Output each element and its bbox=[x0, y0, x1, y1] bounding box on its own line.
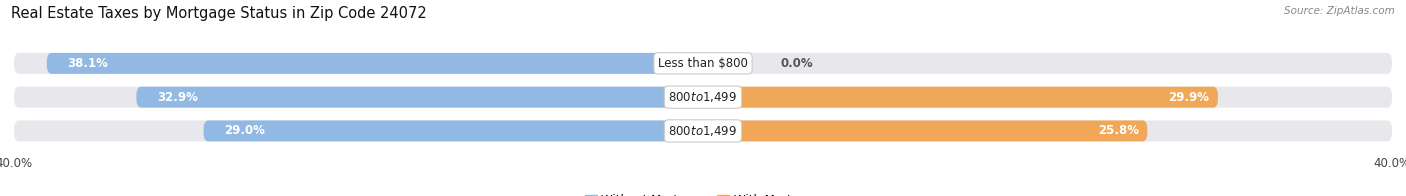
FancyBboxPatch shape bbox=[14, 87, 1392, 108]
Text: $800 to $1,499: $800 to $1,499 bbox=[668, 90, 738, 104]
FancyBboxPatch shape bbox=[14, 121, 1392, 141]
Text: 32.9%: 32.9% bbox=[157, 91, 198, 104]
Text: $800 to $1,499: $800 to $1,499 bbox=[668, 124, 738, 138]
FancyBboxPatch shape bbox=[46, 53, 703, 74]
FancyBboxPatch shape bbox=[703, 87, 1218, 108]
Text: 25.8%: 25.8% bbox=[1098, 124, 1139, 137]
FancyBboxPatch shape bbox=[204, 121, 703, 141]
Text: Source: ZipAtlas.com: Source: ZipAtlas.com bbox=[1284, 6, 1395, 16]
Text: Real Estate Taxes by Mortgage Status in Zip Code 24072: Real Estate Taxes by Mortgage Status in … bbox=[11, 6, 427, 21]
Text: 38.1%: 38.1% bbox=[67, 57, 108, 70]
Legend: Without Mortgage, With Mortgage: Without Mortgage, With Mortgage bbox=[585, 194, 821, 196]
Text: Less than $800: Less than $800 bbox=[658, 57, 748, 70]
FancyBboxPatch shape bbox=[703, 53, 747, 74]
FancyBboxPatch shape bbox=[136, 87, 703, 108]
Text: 0.0%: 0.0% bbox=[780, 57, 813, 70]
FancyBboxPatch shape bbox=[14, 53, 1392, 74]
Text: 29.0%: 29.0% bbox=[224, 124, 266, 137]
Text: 29.9%: 29.9% bbox=[1168, 91, 1209, 104]
FancyBboxPatch shape bbox=[703, 121, 1147, 141]
